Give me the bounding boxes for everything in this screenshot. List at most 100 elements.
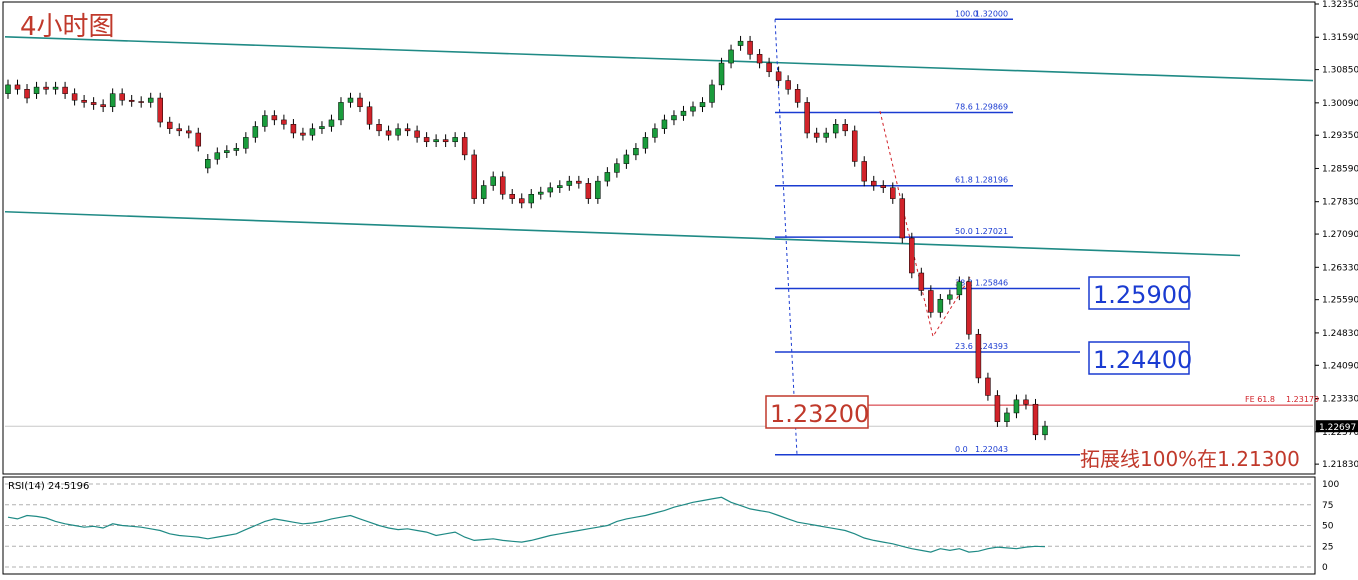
- candle-body: [842, 124, 848, 132]
- candle-body: [490, 176, 496, 186]
- current-price-box: [1316, 420, 1358, 433]
- price-panel-frame: [2, 1, 1316, 475]
- price-axis: 1.32350 1.31590 1.30850 1.30090 1.29350 1.285…: [5, 0, 1358, 470]
- candle-body: [414, 130, 420, 138]
- price-tick-label: 1.22570: [1322, 428, 1358, 438]
- candle-body: [871, 180, 877, 186]
- candle-body: [109, 93, 116, 108]
- price-tick-label: 1.24830: [1322, 329, 1358, 339]
- rsi-tick-label: 75: [1322, 501, 1333, 511]
- candle-body: [186, 130, 192, 134]
- candle-body: [728, 49, 734, 64]
- candle-body: [928, 290, 934, 313]
- candle-body: [947, 294, 953, 300]
- candle-body: [699, 102, 706, 108]
- candle-body: [243, 137, 249, 149]
- candle-body: [499, 176, 506, 195]
- candle-body: [861, 161, 867, 182]
- candle-body: [309, 128, 316, 136]
- candle-body: [176, 128, 182, 132]
- candle-body: [461, 137, 468, 156]
- candle-body: [252, 126, 259, 138]
- candle-body: [604, 172, 611, 182]
- candle-body: [918, 272, 925, 291]
- level-1244-box: [1088, 341, 1190, 375]
- candle-body: [756, 54, 763, 64]
- candle-body: [1004, 412, 1010, 422]
- candle-body: [119, 93, 125, 101]
- rsi-panel-frame: [2, 476, 1316, 575]
- candle-body: [909, 237, 915, 274]
- candle-body: [709, 84, 715, 103]
- fib-level-ratio: 0.0: [955, 445, 968, 454]
- candle-body: [357, 97, 363, 108]
- candle-body: [890, 187, 896, 199]
- candle-body: [576, 180, 582, 184]
- candle-body: [1032, 403, 1039, 436]
- candle-body: [62, 86, 68, 94]
- candle-body: [595, 180, 601, 199]
- fib-level-ratio: 61.8: [955, 176, 973, 185]
- candle-body: [395, 128, 401, 136]
- fib-level-ratio: 50.0: [955, 227, 973, 236]
- fe-line-price: 1.23179: [1286, 395, 1319, 404]
- candle-body: [71, 93, 78, 101]
- fib-level-price: 1.27021: [975, 227, 1008, 236]
- candle-body: [24, 89, 30, 99]
- rsi-panel: 100 75 50 25 0: [5, 480, 1339, 573]
- candle-body: [538, 191, 544, 195]
- fib-level-price: 1.24393: [975, 342, 1008, 351]
- candle-body: [775, 71, 782, 81]
- candle-body: [52, 86, 59, 90]
- candle-body: [366, 106, 373, 125]
- candle-body: [966, 281, 972, 335]
- fib-level-price: 1.32000: [975, 9, 1008, 18]
- candle-body: [785, 80, 791, 90]
- candle-body: [166, 121, 173, 129]
- candle-body: [90, 102, 97, 105]
- candle-body: [452, 137, 458, 143]
- candle-body: [300, 132, 306, 136]
- candle-body: [794, 89, 801, 103]
- candle-body: [994, 395, 1001, 422]
- current-price-label: 1.22697: [1319, 423, 1356, 433]
- candle-body: [404, 128, 411, 132]
- rsi-tick-label: 50: [1322, 522, 1334, 532]
- level-1232-label: 1.23200: [770, 400, 869, 428]
- price-tick-label: 1.29350: [1322, 131, 1358, 141]
- candle-body: [737, 40, 744, 46]
- candle-body: [614, 163, 620, 173]
- candle-body: [718, 62, 725, 86]
- price-tick-label: 1.31590: [1322, 33, 1358, 43]
- candle-body: [262, 115, 268, 127]
- candle-body: [557, 185, 563, 188]
- candle-body: [195, 132, 202, 147]
- candle-body: [633, 148, 639, 156]
- candle-body: [43, 86, 49, 90]
- channel-line: [4, 36, 1314, 82]
- candle-body: [319, 126, 325, 129]
- candle-body: [623, 154, 630, 164]
- candle-body: [851, 130, 858, 162]
- annotations: 1.25900 1.24400 1.23200 拓展线100%在1.21300: [765, 276, 1300, 471]
- candle-body: [975, 333, 982, 379]
- candlesticks: [5, 35, 1048, 441]
- candle-body: [566, 180, 573, 186]
- candle-body: [5, 84, 11, 94]
- level-1259-box: [1088, 276, 1190, 310]
- candle-body: [224, 150, 230, 153]
- candle-body: [832, 124, 839, 134]
- level-1244-label: 1.24400: [1093, 346, 1192, 374]
- rsi-title: RSI(14) 24.5196: [8, 481, 89, 492]
- candle-body: [813, 132, 820, 138]
- candle-body: [1013, 399, 1020, 414]
- candle-body: [661, 119, 668, 129]
- candle-body: [423, 137, 430, 143]
- candle-body: [376, 124, 382, 132]
- fib-level-ratio: 78.6: [955, 103, 973, 112]
- candle-body: [804, 102, 810, 134]
- candle-body: [471, 154, 477, 199]
- candle-body: [899, 198, 906, 239]
